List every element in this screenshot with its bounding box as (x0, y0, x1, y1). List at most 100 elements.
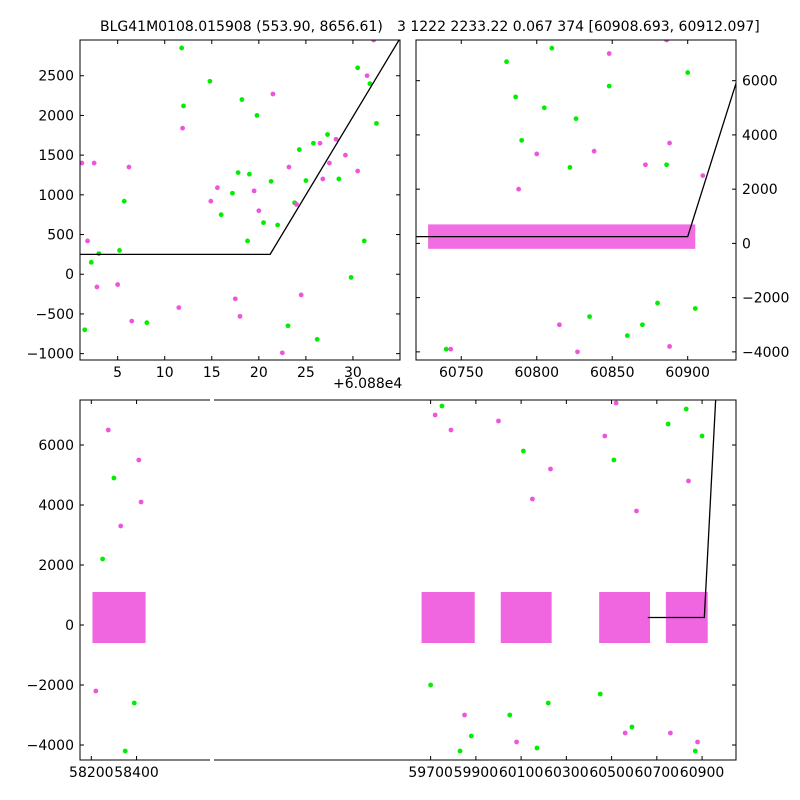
data-point-series-1 (507, 712, 513, 718)
data-point-series-2 (606, 51, 612, 56)
x-tick-label: 60750 (439, 365, 484, 381)
data-point-series-1 (504, 59, 509, 65)
data-point-series-2 (575, 349, 580, 355)
data-point-series-1 (624, 333, 630, 338)
data-point-series-1 (218, 212, 224, 218)
axes-frame (79, 39, 401, 361)
data-point-series-1 (665, 421, 671, 427)
data-point-series-1 (683, 406, 689, 412)
data-point-series-2 (80, 160, 85, 166)
data-point-series-1 (111, 475, 117, 481)
y-tick-label: 0 (65, 267, 74, 283)
data-point-series-1 (121, 198, 127, 204)
data-point-series-2 (298, 292, 304, 298)
panel-full-baseline: 58200 58400 59700 59900 60100 60300 60500 60700… (27, 398, 737, 781)
data-point-series-2 (327, 160, 332, 166)
data-point-series-1 (247, 171, 252, 177)
data-point-series-2 (548, 466, 553, 472)
data-point-series-1 (692, 306, 698, 311)
data-point-series-2 (320, 176, 326, 182)
data-point-series-2 (530, 496, 535, 502)
data-point-series-1 (336, 176, 342, 182)
data-point-series-2 (317, 140, 323, 146)
data-point-series-1 (230, 190, 235, 196)
data-point-series-1 (179, 45, 185, 51)
data-point-series-2 (556, 322, 562, 328)
data-point-series-2 (448, 346, 454, 352)
data-point-series-1 (457, 748, 463, 754)
data-point-series-2 (91, 160, 97, 166)
x-tick-label: 60500 (589, 765, 634, 781)
data-point-series-2 (534, 151, 540, 157)
data-point-series-2 (516, 186, 522, 192)
data-point-series-1 (367, 81, 373, 87)
data-point-series-2 (668, 730, 673, 736)
plot-area (92, 400, 717, 754)
data-point-series-2 (138, 499, 144, 505)
model-curve (80, 40, 400, 256)
data-point-series-1 (245, 238, 250, 244)
x-tick-label: 58200 (69, 765, 114, 781)
data-point-series-2 (126, 164, 132, 170)
data-point-series-1 (606, 83, 612, 89)
data-point-series-2 (94, 284, 100, 290)
model-curve (647, 400, 717, 619)
data-point-series-2 (462, 712, 467, 718)
data-point-series-1 (239, 97, 245, 102)
data-point-series-1 (296, 147, 302, 152)
dense-cloud (92, 592, 146, 643)
x-tick-label: 60900 (680, 765, 725, 781)
data-point-series-2 (643, 162, 648, 168)
data-point-series-1 (439, 403, 445, 409)
x-tick-label: 58400 (114, 765, 159, 781)
data-point-series-1 (692, 748, 698, 754)
dense-cloud (599, 592, 651, 643)
data-point-series-1 (254, 113, 260, 118)
y-tick-label: −4000 (27, 738, 74, 754)
data-point-series-2 (364, 73, 370, 79)
data-point-series-2 (215, 185, 220, 191)
data-point-series-1 (261, 220, 266, 226)
data-point-series-2 (270, 91, 276, 97)
y-tick-label: 6000 (742, 74, 778, 90)
data-point-series-1 (314, 336, 320, 342)
data-point-series-2 (667, 344, 672, 349)
data-point-series-2 (176, 305, 182, 310)
data-point-series-1 (685, 70, 691, 75)
dense-cloud (421, 592, 475, 643)
data-point-series-2 (700, 173, 706, 178)
data-point-series-1 (545, 700, 551, 706)
data-point-series-1 (443, 346, 449, 352)
x-tick-label: 59700 (408, 765, 453, 781)
data-point-series-2 (85, 238, 90, 244)
data-point-series-2 (256, 208, 262, 214)
data-point-series-1 (597, 691, 603, 697)
x-tick-label: 60700 (635, 765, 680, 781)
data-point-series-1 (303, 178, 309, 183)
y-tick-label: 0 (742, 236, 751, 252)
data-point-series-1 (567, 165, 573, 170)
data-point-series-2 (667, 140, 672, 146)
data-point-series-2 (695, 739, 700, 745)
data-point-series-2 (251, 188, 257, 194)
data-point-series-2 (496, 418, 501, 424)
data-point-series-1 (82, 327, 88, 333)
data-point-series-2 (180, 125, 185, 131)
data-point-series-1 (275, 222, 281, 228)
plot-area (416, 40, 736, 355)
y-tick-label: −2000 (27, 678, 74, 694)
x-tick-label: 59900 (454, 765, 499, 781)
data-point-series-1 (207, 78, 213, 84)
y-tick-label: 1000 (38, 188, 74, 204)
data-point-series-1 (131, 700, 137, 706)
data-point-series-1 (181, 103, 186, 109)
data-point-series-1 (699, 433, 705, 439)
y-tick-label: −4000 (742, 345, 789, 361)
data-point-series-1 (122, 748, 128, 754)
data-point-series-2 (514, 739, 519, 745)
y-tick-label: 6000 (38, 438, 74, 454)
data-point-series-1 (629, 724, 635, 730)
data-point-series-2 (294, 201, 299, 207)
x-tick-label: 60900 (665, 365, 710, 381)
